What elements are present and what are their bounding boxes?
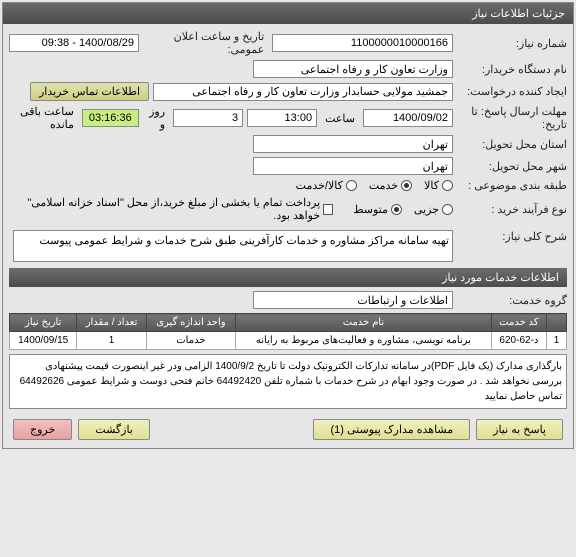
main-window: جزئیات اطلاعات نیاز شماره نیاز: تاریخ و … bbox=[2, 2, 574, 449]
cell-qty: 1 bbox=[77, 332, 146, 350]
th-date: تاریخ نیاز bbox=[10, 314, 77, 332]
respond-button[interactable]: پاسخ به نیاز bbox=[476, 419, 563, 440]
deadline-days-input[interactable] bbox=[173, 109, 243, 127]
service-group-input[interactable] bbox=[253, 291, 453, 309]
radio-icon bbox=[346, 180, 357, 191]
back-button[interactable]: بازگشت bbox=[78, 419, 150, 440]
requester-label: ایجاد کننده درخواست: bbox=[457, 85, 567, 98]
cell-idx: 1 bbox=[547, 332, 567, 350]
province-input[interactable] bbox=[253, 135, 453, 153]
content-area: شماره نیاز: تاریخ و ساعت اعلان عمومی: نا… bbox=[3, 24, 573, 448]
treasury-checkbox-item[interactable]: پرداخت تمام یا بخشی از مبلغ خرید،از محل … bbox=[9, 196, 333, 222]
need-number-label: شماره نیاز: bbox=[457, 37, 567, 50]
buyer-org-label: نام دستگاه خریدار: bbox=[457, 63, 567, 76]
process-radio-medium[interactable]: متوسط bbox=[353, 203, 402, 216]
deadline-time-input[interactable] bbox=[247, 109, 317, 127]
attachments-button[interactable]: مشاهده مدارک پیوستی (1) bbox=[313, 419, 470, 440]
table-header-row: کد خدمت نام خدمت واحد اندازه گیری تعداد … bbox=[10, 314, 567, 332]
window-title: جزئیات اطلاعات نیاز bbox=[472, 8, 565, 20]
radio-icon bbox=[442, 180, 453, 191]
deadline-remaining-label: ساعت باقی مانده bbox=[9, 105, 78, 131]
category-radio-both[interactable]: کالا/خدمت bbox=[296, 179, 357, 192]
category-label: طبقه بندی موضوعی : bbox=[457, 179, 567, 192]
requester-input[interactable] bbox=[153, 83, 453, 101]
radio-icon bbox=[401, 180, 412, 191]
window-titlebar: جزئیات اطلاعات نیاز bbox=[3, 3, 573, 24]
announce-dt-label: تاریخ و ساعت اعلان عمومی: bbox=[143, 30, 264, 56]
need-number-input[interactable] bbox=[272, 34, 453, 52]
city-label: شهر محل تحویل: bbox=[457, 160, 567, 173]
city-input[interactable] bbox=[253, 157, 453, 175]
process-radio-minor[interactable]: جزیی bbox=[414, 203, 453, 216]
need-desc-label: شرح کلی نیاز: bbox=[457, 230, 567, 243]
cell-unit: خدمات bbox=[146, 332, 235, 350]
announce-dt-input[interactable] bbox=[9, 34, 139, 52]
process-type-radio-group: جزیی متوسط bbox=[353, 203, 453, 216]
deadline-label: مهلت ارسال پاسخ: تا تاریخ: bbox=[457, 105, 567, 131]
deadline-date-input[interactable] bbox=[363, 109, 453, 127]
cell-code: د-62-620 bbox=[491, 332, 546, 350]
th-name: نام خدمت bbox=[236, 314, 492, 332]
th-idx bbox=[547, 314, 567, 332]
th-code: کد خدمت bbox=[491, 314, 546, 332]
process-type-label: نوع فرآیند خرید : bbox=[457, 203, 567, 216]
service-group-label: گروه خدمت: bbox=[457, 294, 567, 307]
services-section-header: اطلاعات خدمات مورد نیاز bbox=[9, 268, 567, 287]
need-desc-textarea[interactable] bbox=[13, 230, 453, 262]
buyer-org-input[interactable] bbox=[253, 60, 453, 78]
category-radio-service[interactable]: خدمت bbox=[369, 179, 412, 192]
contact-buyer-button[interactable]: اطلاعات تماس خریدار bbox=[30, 82, 149, 101]
note-box: بارگذاری مدارک (یک فایل PDF)در سامانه تد… bbox=[9, 354, 567, 409]
services-table: کد خدمت نام خدمت واحد اندازه گیری تعداد … bbox=[9, 313, 567, 350]
deadline-remaining-badge: 03:16:36 bbox=[82, 109, 139, 127]
exit-button[interactable]: خروج bbox=[13, 419, 72, 440]
th-qty: تعداد / مقدار bbox=[77, 314, 146, 332]
radio-icon bbox=[391, 204, 402, 215]
category-radio-goods[interactable]: کالا bbox=[424, 179, 453, 192]
table-row[interactable]: 1 د-62-620 برنامه نویسی، مشاوره و فعالیت… bbox=[10, 332, 567, 350]
category-radio-group: کالا خدمت کالا/خدمت bbox=[296, 179, 453, 192]
radio-icon bbox=[442, 204, 453, 215]
th-unit: واحد اندازه گیری bbox=[146, 314, 235, 332]
cell-name: برنامه نویسی، مشاوره و فعالیت‌های مربوط … bbox=[236, 332, 492, 350]
province-label: استان محل تحویل: bbox=[457, 138, 567, 151]
footer-bar: پاسخ به نیاز مشاهده مدارک پیوستی (1) باز… bbox=[9, 413, 567, 442]
deadline-time-label: ساعت bbox=[321, 112, 359, 125]
deadline-days-label: روز و bbox=[143, 105, 169, 131]
cell-date: 1400/09/15 bbox=[10, 332, 77, 350]
checkbox-icon bbox=[323, 204, 333, 215]
